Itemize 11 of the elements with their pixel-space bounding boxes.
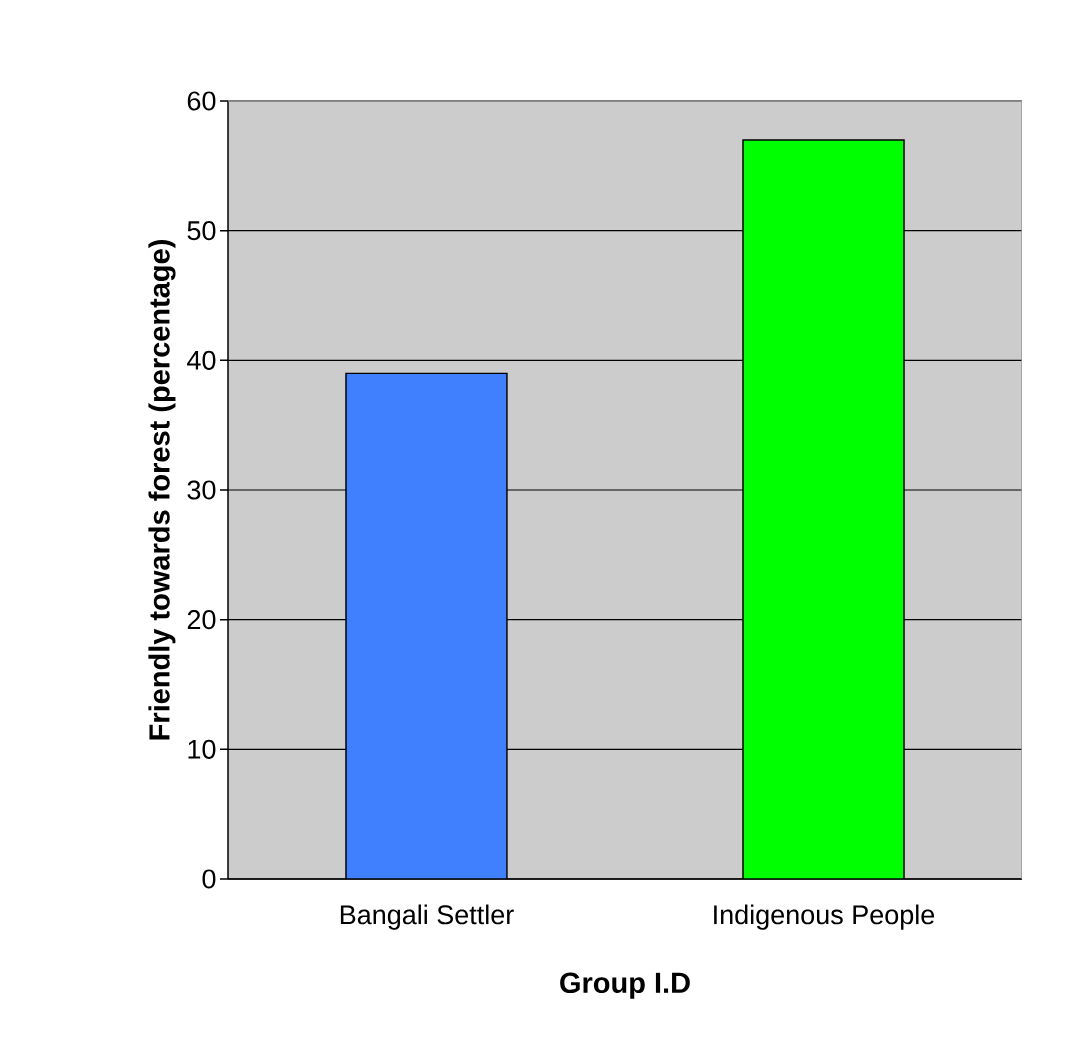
y-tick-label: 60 <box>187 91 216 111</box>
y-tick-label: 50 <box>187 221 216 241</box>
x-axis-title: Group I.D <box>560 972 690 999</box>
y-tick-label: 20 <box>187 610 216 630</box>
y-tick-label: 40 <box>187 350 216 370</box>
x-tick-label: Indigenous People <box>714 904 935 930</box>
y-axis-title: Friendly towards forest (percentage) <box>148 240 176 740</box>
y-tick-label: 0 <box>202 869 216 889</box>
x-tick-label: Bangali Settler <box>340 904 514 930</box>
y-tick-label: 10 <box>188 739 216 759</box>
y-tick-label: 30 <box>187 480 216 500</box>
